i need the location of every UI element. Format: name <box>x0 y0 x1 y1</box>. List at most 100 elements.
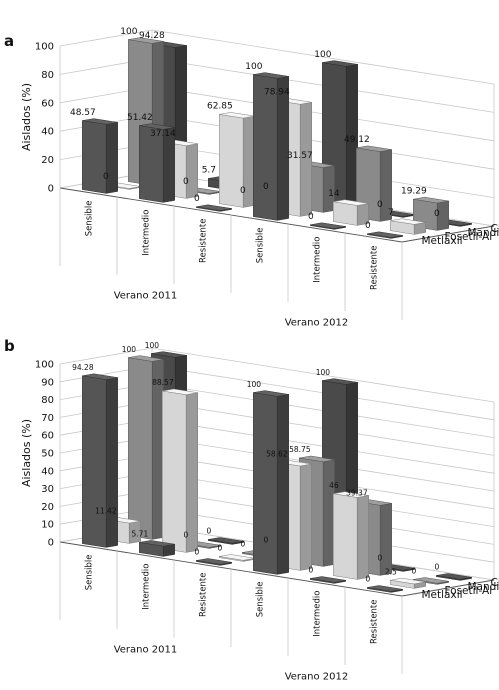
bar-value-label: 0 <box>365 221 371 231</box>
series-label: Metlaxil <box>422 235 463 247</box>
y-axis-label: Aislados (%) <box>20 83 33 151</box>
bar <box>196 204 232 212</box>
category-label: Intermedio <box>313 237 323 283</box>
category-label: Sensible <box>85 555 95 591</box>
category-label: Intermedio <box>313 591 323 637</box>
y-tick-label: 60 <box>41 431 54 442</box>
category-label: Resistente <box>370 246 380 290</box>
bar-value-label: 0 <box>206 527 211 536</box>
bar-top <box>322 378 358 385</box>
bar-side <box>276 76 289 221</box>
bar-top <box>413 196 449 204</box>
category-label: Resistente <box>199 573 209 617</box>
bar-top <box>253 390 289 397</box>
bar-front <box>253 392 278 575</box>
bar-value-label: 0 <box>217 544 222 553</box>
series-label: Mandipropamida <box>468 227 499 239</box>
bar-top <box>413 577 449 584</box>
depth-axis <box>401 579 495 597</box>
y-tick-label: 60 <box>41 98 54 109</box>
bar-value-label: 0 <box>377 554 382 563</box>
bar-value-label: 0 <box>263 536 268 545</box>
bar-top <box>310 222 346 229</box>
bar-side <box>356 495 369 580</box>
bar <box>436 573 472 581</box>
bar-value-label: 0 <box>308 212 314 222</box>
bar <box>219 554 255 562</box>
bar-top <box>82 373 118 380</box>
y-tick-label: 100 <box>35 360 54 371</box>
bar-value-label: 88.57 <box>152 378 174 387</box>
bars <box>82 37 472 239</box>
bar-top <box>82 118 118 125</box>
bar-value-label: 5.71 <box>132 530 149 539</box>
bar-value-label: 11.42 <box>95 506 117 515</box>
y-tick-labels: 0 10 20 30 40 50 60 70 80 90 100 <box>35 360 54 549</box>
bar-value-label: 100 <box>245 62 262 72</box>
bar-front <box>82 120 107 194</box>
bar-top <box>208 537 244 544</box>
bar <box>310 222 346 230</box>
bar-top <box>253 72 289 79</box>
y-tick-labels: 0 20 40 60 80 100 <box>35 42 54 195</box>
bar-top <box>322 60 358 67</box>
bar-value-label: 100 <box>316 368 331 377</box>
data-labels: 10000100001000058.7539.37011.4288.57058.… <box>72 341 439 584</box>
bar-value-label: 0 <box>377 200 383 210</box>
bar-top <box>128 37 164 44</box>
bar-value-label: 78.94 <box>264 88 290 98</box>
bar-front <box>333 201 358 226</box>
bar <box>390 218 426 235</box>
bar <box>333 199 369 226</box>
bar-value-label: 62.85 <box>207 102 233 112</box>
bar-top <box>299 455 335 463</box>
bar-value-label: 37.14 <box>150 129 176 139</box>
bar-side <box>379 503 392 576</box>
group-label: Verano 2012 <box>285 672 349 683</box>
bar-top <box>390 577 426 585</box>
bar-value-label: 7 <box>388 208 394 218</box>
bar-top <box>436 573 472 580</box>
bar-value-label: 5.7 <box>202 166 216 176</box>
y-tick-label: 90 <box>41 377 54 388</box>
bar-value-label: 100 <box>122 345 137 354</box>
bar-side <box>185 392 198 553</box>
bar <box>367 231 403 239</box>
depth-axis <box>401 225 495 243</box>
group-label: Verano 2011 <box>114 645 178 656</box>
bar-top <box>162 388 198 395</box>
bar-top <box>356 145 392 152</box>
bar-top <box>219 554 255 561</box>
bar-value-label: 58.62 <box>266 449 288 458</box>
bar-value-label: 100 <box>314 50 331 60</box>
y-tick-label: 40 <box>41 127 54 138</box>
data-labels: 94.285.70100001000031.5749.1219.29037.14… <box>70 27 440 231</box>
bar-value-label: 100 <box>247 380 262 389</box>
bar-value-label: 100 <box>145 341 160 350</box>
bar-value-label: 31.57 <box>287 151 313 161</box>
bar-value-label: 94.28 <box>139 31 165 41</box>
category-label: Intermedio <box>142 564 152 610</box>
series-label: Ciazofamida <box>491 577 499 589</box>
y-tick-label: 40 <box>41 466 54 477</box>
bar <box>367 585 403 593</box>
bar-top <box>333 199 369 206</box>
bar-side <box>299 463 312 571</box>
bar-top <box>139 540 175 547</box>
series-label: Ciazofamida <box>491 223 499 235</box>
y-tick-label: 80 <box>41 70 54 81</box>
category-label: Intermedio <box>142 210 152 256</box>
bar-value-label: 100 <box>120 27 137 37</box>
bar-side <box>105 122 118 194</box>
bar-value-label: 14 <box>328 189 340 199</box>
bar <box>82 373 118 548</box>
bar-top <box>196 558 232 565</box>
series-labels: MetlaxilFosetil-AlMandipropamidaCiazofam… <box>422 577 499 601</box>
bar <box>208 537 244 545</box>
panel-b-label: b <box>4 337 15 355</box>
bars <box>82 351 472 593</box>
category-label: Sensible <box>256 582 266 618</box>
y-tick-label: 20 <box>41 502 54 513</box>
bar-value-label: 0 <box>240 540 245 549</box>
